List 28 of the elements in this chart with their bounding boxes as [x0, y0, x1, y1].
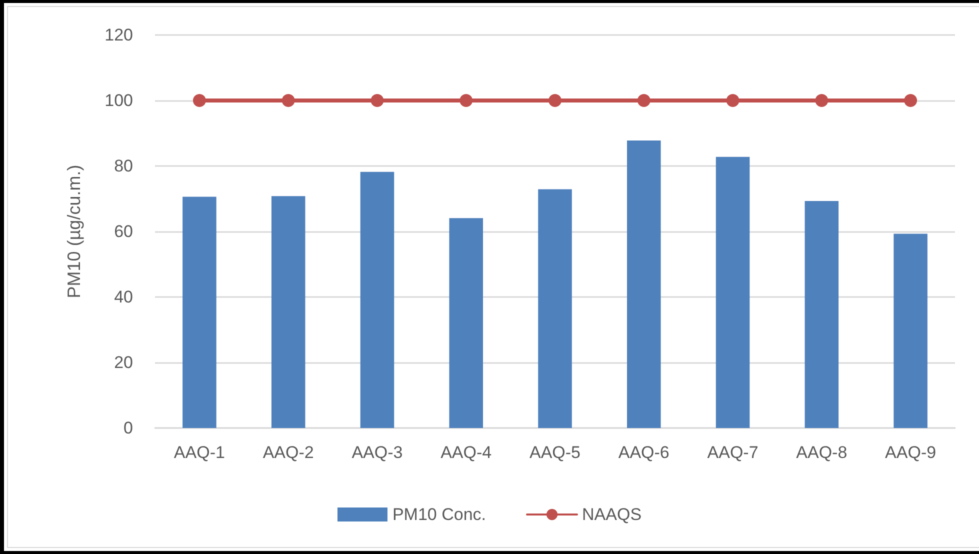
y-tick-label: 60	[114, 222, 133, 241]
y-tick-label: 80	[114, 156, 133, 176]
x-tick-label: AAQ-3	[352, 443, 403, 462]
bar	[182, 196, 216, 428]
bar	[627, 140, 661, 428]
y-tick-label: 20	[114, 353, 133, 372]
x-tick-label: AAQ-9	[885, 443, 936, 462]
bar	[538, 189, 572, 428]
x-tick-label: AAQ-2	[262, 443, 314, 462]
bar	[894, 234, 928, 428]
x-tick-label: AAQ-7	[707, 443, 758, 462]
x-tick-label: AAQ-6	[618, 443, 670, 462]
y-tick-label: 40	[114, 288, 133, 306]
bar	[804, 201, 839, 428]
y-tick-label: 0	[124, 418, 133, 438]
bar	[716, 156, 750, 428]
legend-label: NAAQS	[582, 505, 642, 524]
bar	[360, 172, 394, 428]
x-tick-label: AAQ-5	[529, 443, 581, 462]
y-tick-label: 100	[104, 91, 133, 110]
y-tick-label: 120	[104, 26, 133, 44]
x-tick-label: AAQ-1	[174, 443, 225, 462]
legend-label: PM10 Conc.	[392, 505, 486, 524]
x-tick-label: AAQ-8	[796, 443, 848, 462]
y-axis-title: PM10 (µg/cu.m.)	[64, 164, 84, 298]
bar	[271, 196, 306, 428]
bar	[449, 218, 483, 428]
x-tick-label: AAQ-4	[440, 443, 492, 462]
